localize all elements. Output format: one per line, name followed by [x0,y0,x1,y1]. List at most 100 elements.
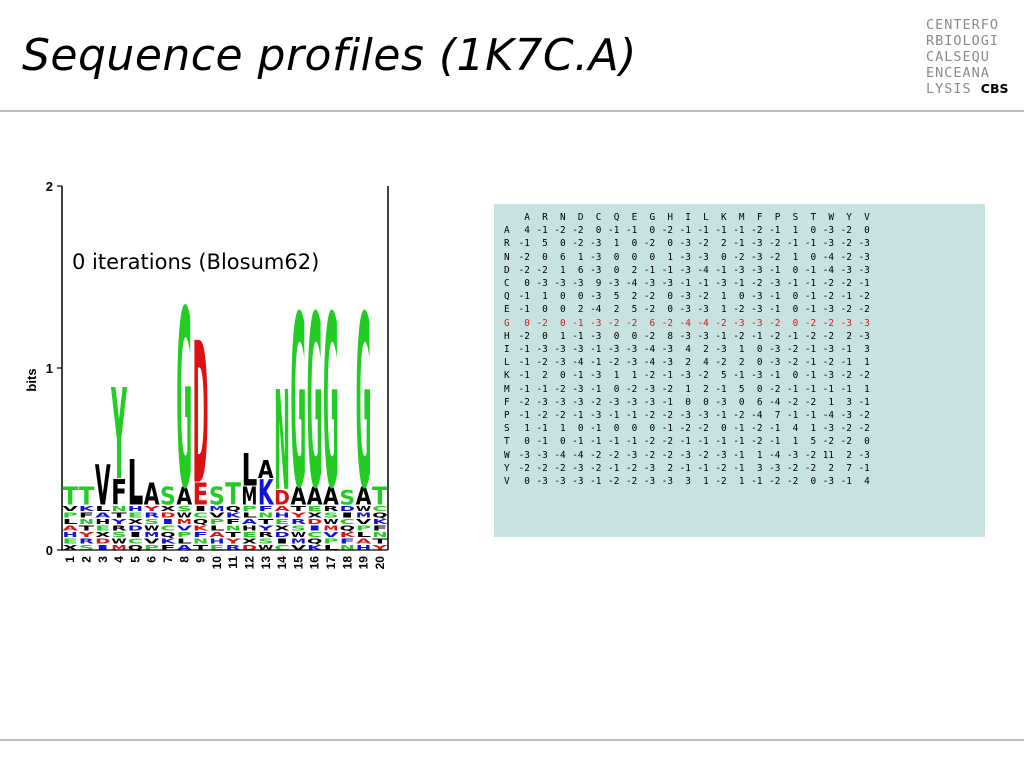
logo-small-letter: R [111,525,127,533]
matrix-row-label: Q [504,291,510,303]
matrix-cell: -3 [751,317,763,329]
matrix-cell: 3 [846,396,852,408]
logo-small-letter: L [242,512,258,520]
matrix-cell: -3 [554,344,566,356]
matrix-cell: -2 [536,317,548,329]
matrix-cell: -3 [572,383,584,395]
matrix-cell: -2 [733,410,745,422]
logo-small-letter: W [177,512,193,520]
logo-small-letter: F [372,525,387,533]
matrix-cell: -1 [733,238,745,250]
matrix-cell: 1 [721,304,727,316]
matrix-cell: -1 [858,278,870,290]
matrix-row: D -2 -2 1 6 -3 0 2 -1 -1 -3 -4 -1 -3 -3 -1 0 -1 -4 -3 -3 [504,264,870,277]
matrix-cell: -2 [786,344,799,356]
logo-letter: A [290,482,306,511]
matrix-cell: -2 [590,396,602,408]
logo-small-letter: V [177,525,193,533]
matrix-cell: -2 [661,410,674,422]
logo-line: CENTERFO [926,17,1000,33]
matrix-cell: -1 [751,476,763,488]
logo-line: LYSIS CBS [926,81,1009,97]
matrix-cell: -1 [697,462,709,474]
matrix-cell: -2 [858,370,870,382]
matrix-cell: -1 [608,436,620,448]
matrix-cell: 6 [560,251,566,263]
y-tick-label: 1 [46,361,53,376]
matrix-cell: -1 [804,410,817,422]
matrix-cell: -1 [786,383,799,395]
logo-small-letter: W [144,525,160,533]
logo-small-letter: F [258,505,273,513]
logo-small-letter: W [291,531,307,539]
matrix-cell: -2 [840,251,852,263]
matrix-cell: -2 [840,304,852,316]
matrix-cell: -1 [518,291,530,303]
matrix-col-header: I [685,212,691,223]
matrix-cell: -3 [625,449,638,461]
matrix-row: Q -1 1 0 0 -3 5 2 -2 0 -3 -2 1 0 -3 -1 0 -1 -2 -1 -2 [504,290,870,303]
matrix-cell: -1 [661,423,674,435]
matrix-cell: -3 [715,344,727,356]
matrix-cell: -1 [786,278,799,290]
matrix-cell: 1 [738,344,745,356]
matrix-cell: -2 [661,449,674,461]
matrix-cell: -1 [697,278,709,290]
matrix-cell: 0 [703,396,709,408]
matrix-cell: -3 [679,264,691,276]
matrix-cell: -1 [840,291,852,303]
matrix-cell: -2 [625,317,638,329]
matrix-cell: -2 [822,317,835,329]
matrix-cell: -1 [769,436,781,448]
logo-letter: A [323,482,339,511]
logo-letter: G [323,265,339,542]
matrix-cell: -3 [625,344,638,356]
matrix-cell: 1 [792,251,799,263]
matrix-row: S 1 -1 1 0 -1 0 0 0 -1 -2 -2 0 -1 -2 -1 4 1 -3 -2 -2 [504,422,870,435]
logo-small-letter: V [209,512,225,520]
matrix-cell: -1 [572,436,584,448]
matrix-row: Y -2 -2 -2 -3 -2 -1 -2 -3 2 -1 -1 -2 -1 3 -3 -2 -2 2 7 -1 [504,462,870,475]
x-tick-label: 3 [96,556,110,563]
matrix-cell: 6 [756,396,763,408]
logo-letter: A [307,482,323,511]
matrix-cell: 1 [703,476,709,488]
logo-small-letter: V [144,538,160,546]
matrix-cell: -1 [590,436,602,448]
matrix-cell: 0 [577,291,584,303]
matrix-cell: 0 [810,476,817,488]
x-tick-label: 18 [340,556,354,570]
x-tick-label: 15 [291,556,305,570]
matrix-cell: -2 [554,410,566,422]
matrix-cell: 0 [810,251,817,263]
matrix-cell: -2 [840,238,852,250]
logo-small-letter: Q [160,531,175,539]
matrix-cell: -3 [554,357,566,369]
logo-small-letter: S [79,544,94,552]
matrix-col-header: H [667,212,674,223]
matrix-cell: -2 [858,410,870,422]
matrix-cell: -3 [697,304,709,316]
matrix-cell: -2 [733,330,745,342]
logo-small-letter: L [63,518,79,526]
logo-letter: F [111,473,127,514]
logo-small-letter: H [209,538,224,546]
matrix-cell: -3 [733,264,745,276]
matrix-cell: -2 [625,462,638,474]
logo-small-letter: X [274,525,290,533]
logo-small-letter: X [307,512,323,520]
matrix-cell: -3 [518,449,530,461]
matrix-cell: 0 [560,304,566,316]
logo-small-letter: Q [307,538,322,546]
logo-small-letter: H [128,505,143,513]
logo-letter: N [274,362,290,521]
matrix-cell: -2 [769,238,781,250]
matrix-cell: -1 [590,383,602,395]
matrix-cell: 0 [613,423,620,435]
matrix-cell: -1 [679,462,691,474]
matrix-cell: -2 [858,304,870,316]
matrix-col-header: Y [846,212,852,223]
logo-small-letter: N [340,544,355,552]
matrix-cell: -4 [590,304,602,316]
x-tick-label: 7 [161,556,175,563]
